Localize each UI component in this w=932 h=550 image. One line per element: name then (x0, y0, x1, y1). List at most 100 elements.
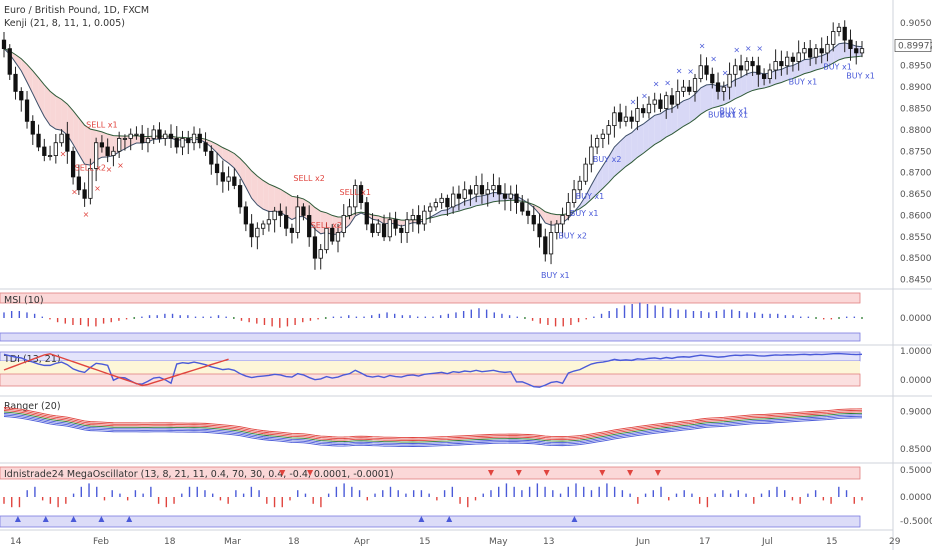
candle[interactable] (381, 223, 387, 238)
candle[interactable] (525, 210, 531, 216)
candle[interactable] (13, 73, 18, 92)
candle[interactable] (497, 185, 502, 195)
msi-pane[interactable]: MSI (10) (0, 292, 861, 342)
candle[interactable] (203, 142, 208, 152)
mega-oscillator-pane[interactable]: Idnistrade24 MegaOscillator (13, 8, 21, … (0, 466, 861, 528)
candle[interactable] (485, 189, 490, 195)
candle[interactable] (652, 99, 657, 105)
candle[interactable] (514, 193, 519, 204)
candle[interactable] (813, 48, 819, 58)
candle[interactable] (99, 142, 105, 148)
candle[interactable] (491, 185, 496, 191)
candle[interactable] (117, 138, 122, 152)
candle[interactable] (65, 133, 70, 152)
candle[interactable] (859, 48, 865, 54)
candle[interactable] (19, 91, 24, 101)
candle[interactable] (410, 215, 415, 221)
candle[interactable] (53, 142, 58, 156)
tdi-pane[interactable]: TDI (13, 21) (0, 351, 861, 387)
candle[interactable] (289, 227, 295, 233)
candle[interactable] (692, 78, 698, 92)
candle[interactable] (324, 227, 329, 251)
candle[interactable] (600, 133, 605, 139)
candle[interactable] (681, 86, 686, 92)
candle[interactable] (272, 210, 277, 221)
ranger-pane[interactable]: Ranger (20) (4, 401, 61, 412)
candle[interactable] (583, 163, 588, 182)
candle[interactable] (111, 150, 116, 156)
candle[interactable] (756, 65, 761, 75)
candle[interactable] (819, 48, 824, 54)
candle[interactable] (387, 219, 392, 238)
candle[interactable] (560, 215, 565, 225)
candle[interactable] (462, 189, 467, 199)
candle[interactable] (854, 48, 859, 54)
candle[interactable] (399, 227, 404, 233)
candle[interactable] (404, 219, 410, 233)
candle[interactable] (738, 65, 744, 71)
candle[interactable] (502, 193, 508, 199)
candle[interactable] (370, 223, 375, 233)
candle[interactable] (623, 116, 629, 122)
candle[interactable] (186, 138, 191, 144)
candle[interactable] (163, 133, 168, 139)
candle[interactable] (330, 227, 335, 242)
candle[interactable] (197, 133, 202, 144)
candle[interactable] (543, 236, 548, 255)
candle[interactable] (761, 73, 767, 79)
candle[interactable] (808, 48, 813, 58)
candle[interactable] (456, 193, 462, 199)
candle[interactable] (295, 206, 300, 233)
candle[interactable] (641, 108, 646, 114)
candle[interactable] (105, 146, 110, 156)
candle[interactable] (554, 223, 559, 233)
candle[interactable] (468, 189, 473, 195)
candle[interactable] (94, 142, 99, 169)
candle[interactable] (364, 202, 369, 225)
candle[interactable] (767, 69, 772, 79)
candle[interactable] (664, 95, 669, 109)
candle[interactable] (848, 39, 853, 50)
candle[interactable] (30, 120, 35, 135)
candle[interactable] (836, 26, 842, 32)
candle[interactable] (785, 56, 790, 67)
candle[interactable] (358, 185, 364, 204)
candle[interactable] (842, 26, 847, 41)
candle[interactable] (427, 206, 433, 212)
candle[interactable] (341, 215, 346, 233)
candle[interactable] (508, 193, 513, 199)
candle[interactable] (710, 73, 715, 84)
candle[interactable] (416, 215, 421, 225)
candle[interactable] (727, 73, 732, 88)
candle[interactable] (70, 150, 76, 178)
candle[interactable] (151, 129, 156, 139)
candle[interactable] (47, 155, 53, 157)
candle[interactable] (721, 86, 726, 92)
candle[interactable] (571, 189, 577, 203)
price-pane[interactable]: Euro / British Pound, 1D, FXCM Kenji (21… (0, 0, 893, 288)
candle[interactable] (594, 138, 600, 148)
candle[interactable] (174, 138, 179, 148)
candle[interactable] (422, 210, 427, 225)
candle[interactable] (59, 133, 64, 144)
candle[interactable] (353, 185, 358, 208)
candle[interactable] (520, 202, 525, 212)
candle[interactable] (266, 219, 272, 225)
candle[interactable] (157, 129, 162, 139)
candle[interactable] (796, 52, 801, 62)
candle[interactable] (36, 133, 41, 148)
candle[interactable] (715, 82, 721, 92)
candle[interactable] (134, 133, 139, 136)
candle[interactable] (531, 215, 536, 225)
candle[interactable] (226, 176, 231, 182)
candle[interactable] (474, 185, 479, 195)
candle[interactable] (7, 48, 12, 75)
candle[interactable] (687, 86, 692, 92)
candle[interactable] (802, 48, 807, 54)
candle[interactable] (646, 103, 652, 114)
candle[interactable] (589, 146, 594, 165)
candle[interactable] (307, 215, 312, 238)
candle[interactable] (284, 215, 289, 229)
candle[interactable] (773, 61, 778, 71)
candle[interactable] (750, 61, 755, 67)
